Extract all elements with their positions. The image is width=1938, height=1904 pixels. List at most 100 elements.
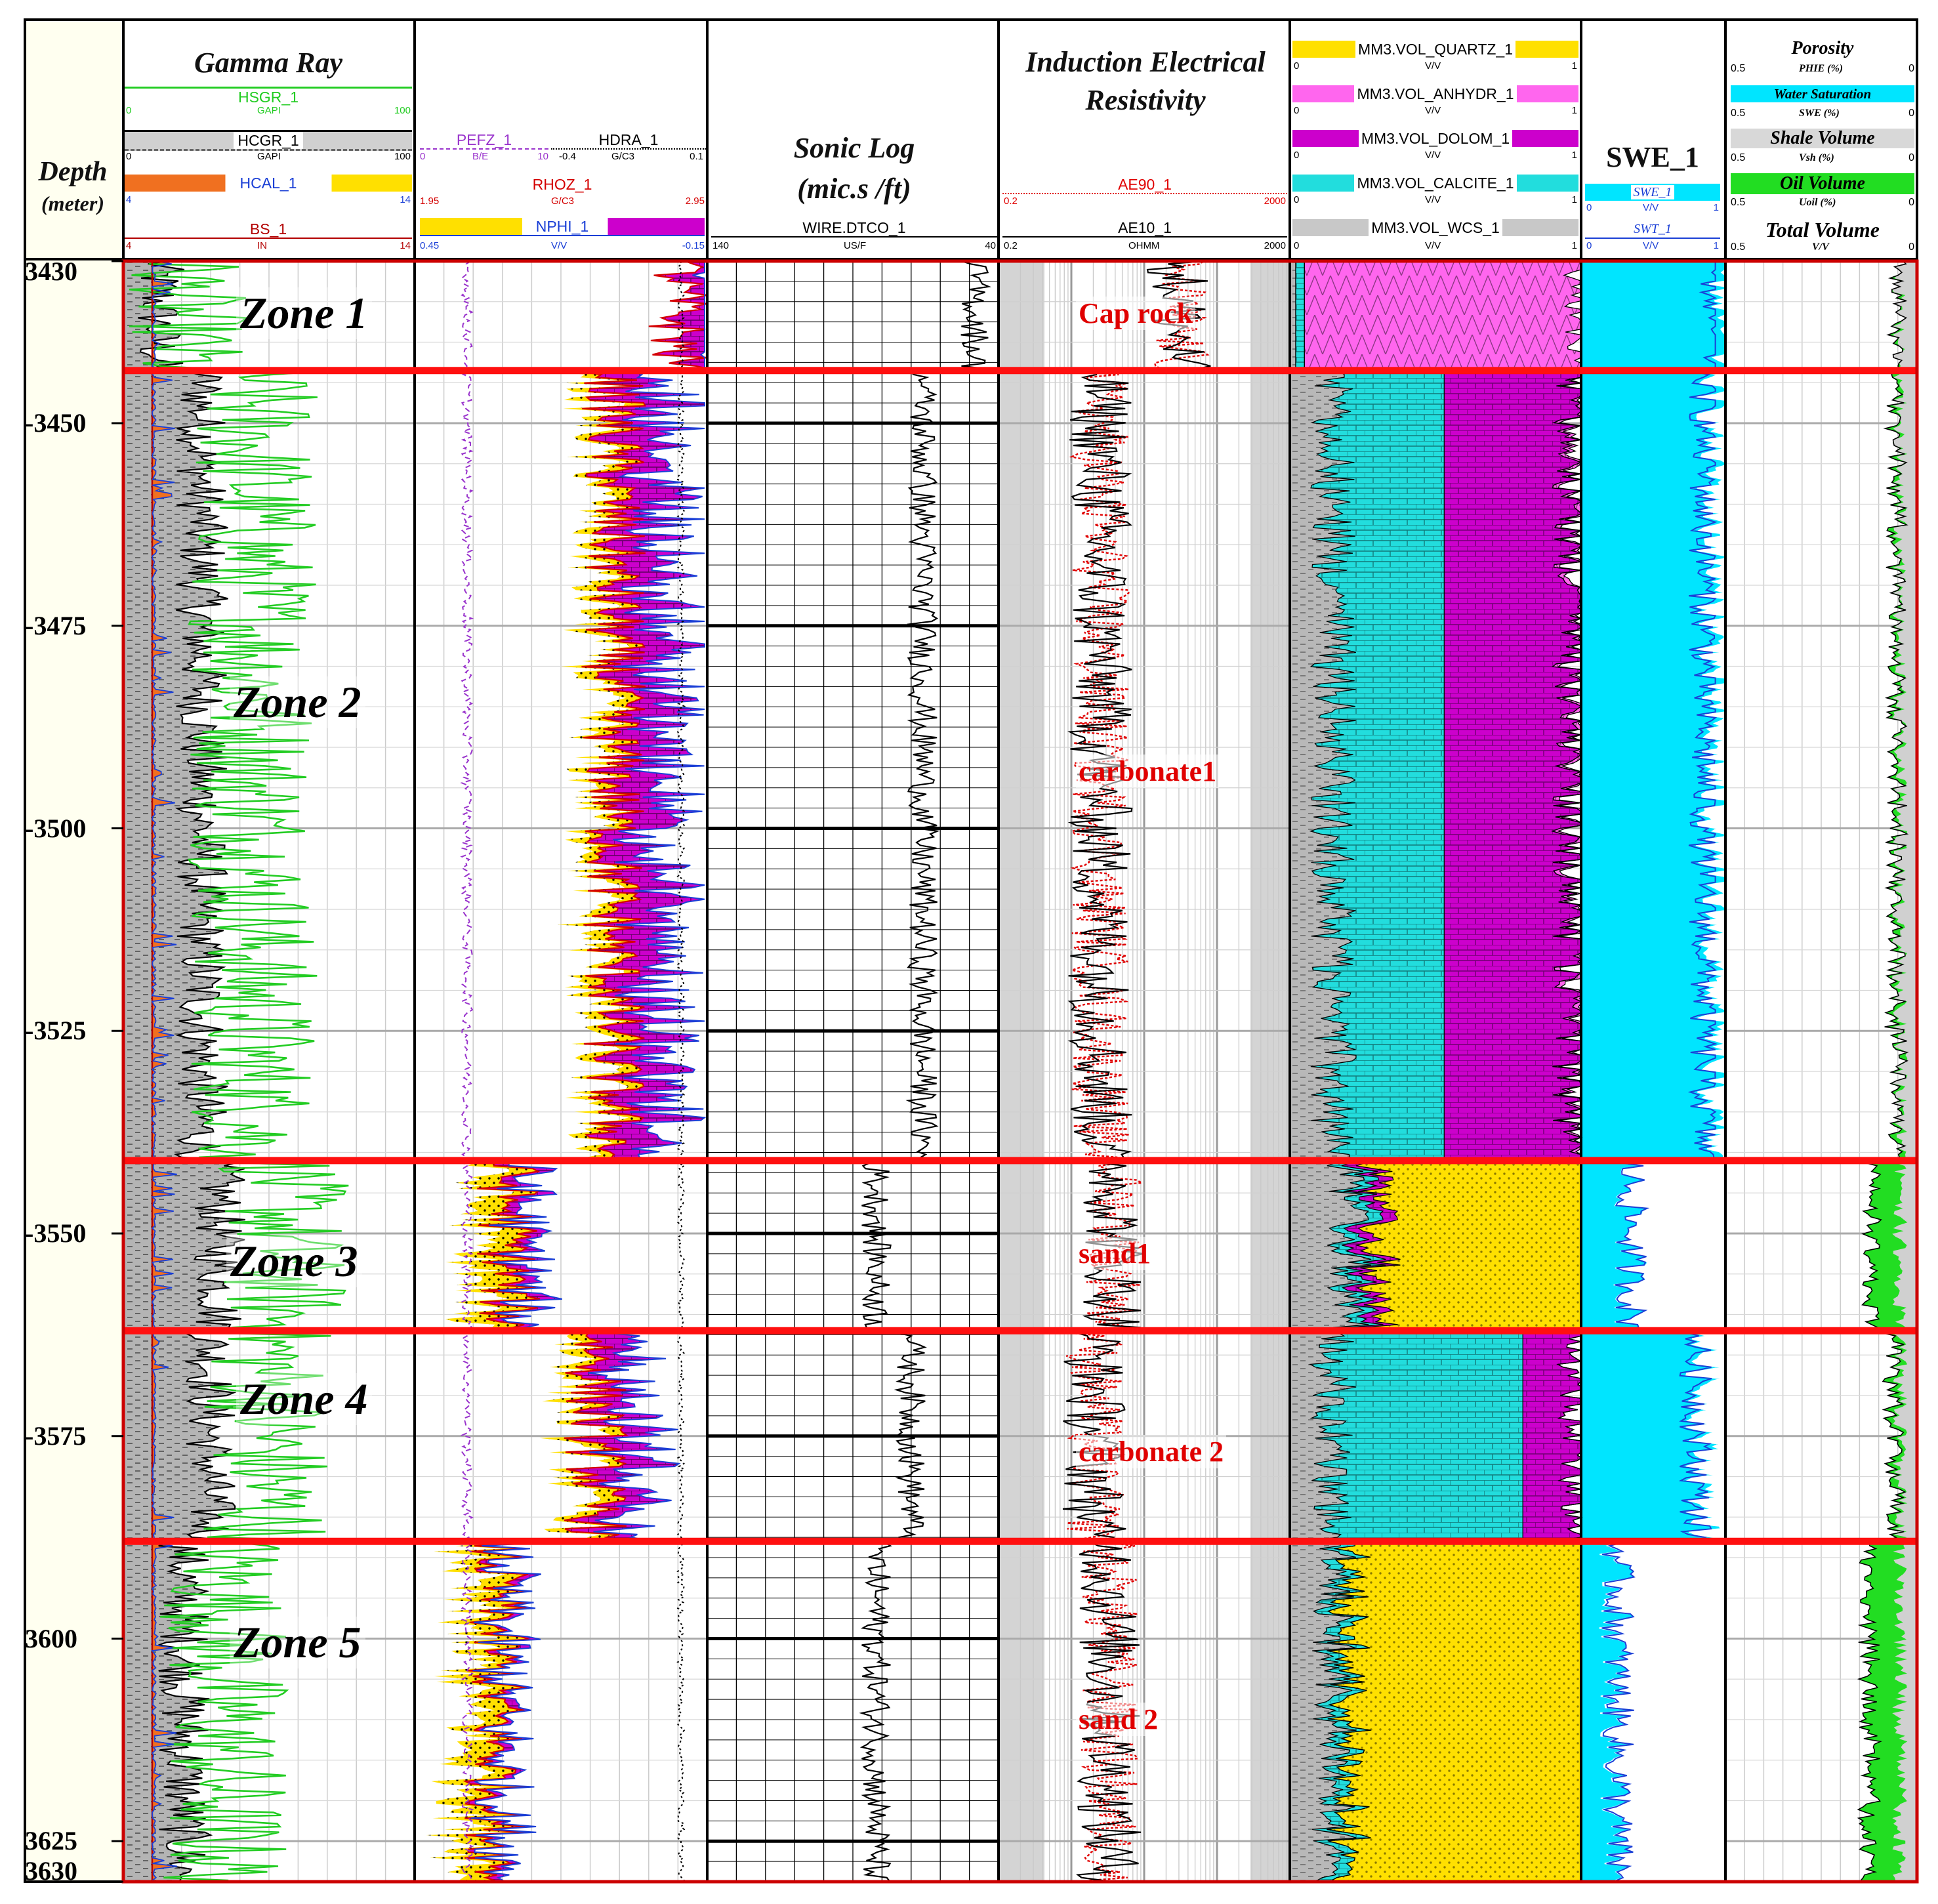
anhydr-scale: 0 V/V 1: [1294, 105, 1577, 117]
porosity-scale: 0.5 PHIE (%) 0: [1731, 63, 1914, 75]
swt-max: 1: [1713, 240, 1719, 251]
hdra-scale: -0.4 G/C3 0.1: [559, 151, 703, 163]
zone-label: Zone 3: [226, 1235, 362, 1288]
resistivity-title: Induction Electrical Resistivity: [1025, 46, 1266, 116]
ae90-curve-header: AE90_1: [1002, 176, 1287, 194]
oil-max: 0: [1908, 197, 1914, 208]
hcgr-curve: [138, 260, 246, 1881]
water-sub: SWE (%): [1799, 108, 1840, 119]
porosity-max: 0: [1908, 63, 1914, 74]
shale-min: 0.5: [1731, 152, 1746, 163]
pefz-curve: [459, 260, 474, 1881]
hsgr-min: 0: [126, 105, 132, 116]
swe-curve-header: SWE_1: [1585, 184, 1720, 201]
depth-label: -3450: [25, 408, 87, 438]
shale-scale: 0.5 Vsh (%) 0: [1731, 152, 1914, 164]
anhydr-name: MM3.VOL_ANHYDR_1: [1354, 85, 1517, 102]
ae90-name: AE90_1: [1118, 176, 1172, 193]
hsgr-unit: GAPI: [257, 105, 281, 116]
swe-name: SWE_1: [1630, 185, 1675, 199]
ae10-name: AE10_1: [1118, 219, 1172, 236]
swt-min: 0: [1586, 240, 1592, 251]
hdra-curve: [676, 260, 686, 1881]
lithology-label: carbonate1: [1076, 755, 1220, 789]
quartz-scale: 0 V/V 1: [1294, 60, 1577, 72]
swe-unit: V/V: [1643, 202, 1659, 213]
calcite-name: MM3.VOL_CALCITE_1: [1354, 175, 1517, 192]
shale-volume-title: Shale Volume: [1731, 129, 1914, 148]
depth-label: -3575: [25, 1420, 87, 1451]
wcs-unit: V/V: [1425, 240, 1441, 251]
total-max: 0: [1908, 241, 1914, 253]
ae10-curve: [1062, 260, 1211, 1882]
dtco-unit: US/F: [844, 240, 867, 251]
hsgr-max: 100: [394, 105, 411, 116]
calcite-min: 0: [1294, 194, 1300, 205]
swe-min: 0: [1586, 202, 1592, 213]
pefz-scale: 0 B/E 10: [420, 151, 548, 163]
bs-curve-header: BS_1: [125, 220, 412, 239]
hcgr-max: 100: [394, 151, 411, 162]
lithology-label: Cap rock: [1076, 297, 1195, 331]
ae10-curve-header: AE10_1: [1002, 219, 1287, 238]
oil-volume-title: Oil Volume: [1731, 173, 1914, 194]
hdra-max: 0.1: [690, 151, 703, 162]
hsgr-curve-header: HSGR_1: [125, 87, 412, 106]
water-min: 0.5: [1731, 108, 1746, 119]
porosity-title: Porosity: [1791, 38, 1854, 58]
wcs-min: 0: [1294, 240, 1300, 251]
pefz-curve-header: PEFZ_1: [420, 131, 548, 150]
swe-max: 1: [1713, 202, 1719, 213]
shale-volume-fill: [1858, 261, 1917, 1882]
wcs-scale: 0 V/V 1: [1294, 240, 1577, 252]
rhoz-unit: G/C3: [551, 196, 575, 207]
dolom-name: MM3.VOL_DOLOM_1: [1358, 130, 1513, 147]
dolom-max: 1: [1571, 150, 1577, 161]
total-min: 0.5: [1731, 241, 1746, 253]
pefz-min: 0: [420, 151, 426, 162]
swe-scale: 0 V/V 1: [1586, 202, 1719, 214]
depth-unit: (meter): [41, 192, 104, 215]
oil-min: 0.5: [1731, 197, 1746, 208]
dolom-scale: 0 V/V 1: [1294, 150, 1577, 161]
depth-label: 3430: [25, 257, 77, 286]
ae10-unit: OHMM: [1128, 240, 1160, 251]
zone-label: Zone 2: [230, 676, 365, 728]
sonic-title: Sonic Log: [793, 132, 915, 164]
zone-label: Zone 4: [236, 1373, 372, 1425]
depth-label: -3525: [25, 1016, 87, 1046]
wcs-name: MM3.VOL_WCS_1: [1369, 219, 1502, 236]
oil-scale: 0.5 Uoil (%) 0: [1731, 197, 1914, 209]
rhoz-curve-header: RHOZ_1: [420, 176, 705, 193]
dolom-min: 0: [1294, 150, 1300, 161]
ae90-max: 2000: [1264, 196, 1286, 207]
depth-title: Depth: [38, 157, 108, 187]
quartz-min: 0: [1294, 60, 1300, 72]
porosity-min: 0.5: [1731, 63, 1746, 74]
calcite-scale: 0 V/V 1: [1294, 194, 1577, 206]
bs-scale: 4 IN 14: [126, 240, 411, 252]
dtco-max: 40: [985, 240, 996, 251]
bs-name: BS_1: [249, 220, 287, 238]
nphi-name: NPHI_1: [531, 218, 593, 235]
quartz-name: MM3.VOL_QUARTZ_1: [1355, 41, 1516, 58]
lithology-label: sand 2: [1076, 1703, 1161, 1736]
sonic-subtitle: (mic.s /ft): [797, 173, 911, 205]
swt-unit: V/V: [1643, 240, 1659, 251]
bs-max: 14: [400, 240, 411, 251]
rhoz-min: 1.95: [420, 196, 440, 207]
hdra-unit: G/C3: [611, 151, 635, 162]
oil-sub: Uoil (%): [1799, 197, 1836, 208]
calcite-unit: V/V: [1425, 194, 1441, 205]
water-saturation-title: Water Saturation: [1731, 85, 1914, 102]
hsgr-curve: [129, 260, 349, 1882]
swt-scale: 0 V/V 1: [1586, 240, 1719, 252]
nphi-curve-header: NPHI_1: [420, 218, 705, 236]
quartz-unit: V/V: [1425, 60, 1441, 72]
total-volume-title: Total Volume: [1765, 218, 1880, 241]
pefz-max: 10: [537, 151, 548, 162]
total-volume-curve: [1857, 260, 1909, 1881]
quartz-max: 1: [1571, 60, 1577, 72]
total-scale: 0.5 V/V 0: [1731, 241, 1914, 253]
